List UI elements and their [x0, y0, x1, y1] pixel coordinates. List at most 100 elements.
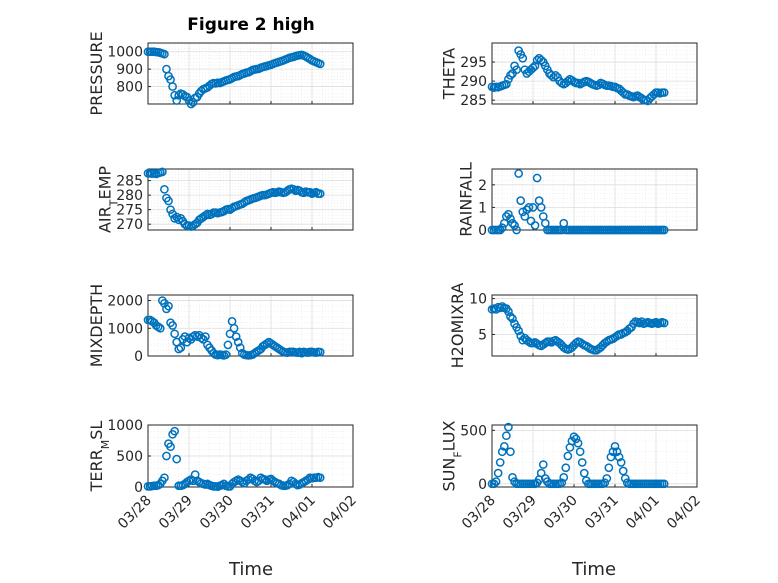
x-tick-label: 03/31 [582, 493, 622, 533]
data-point [315, 347, 325, 357]
y-axis-label: TERRMSL [87, 421, 112, 493]
y-tick-label: 1000 [107, 321, 143, 337]
y-tick-label: 280 [116, 188, 143, 204]
y-tick-label: 2 [478, 178, 487, 194]
data-point [170, 329, 179, 339]
data-point [311, 187, 321, 197]
data-point [504, 209, 513, 219]
data-point [201, 211, 210, 220]
data-point [579, 468, 589, 478]
data-point [164, 301, 173, 311]
data-point [516, 196, 526, 205]
data-point [594, 80, 603, 90]
y-axis-label: RAINFALL [457, 162, 476, 237]
data-point [600, 478, 610, 488]
data-point [506, 447, 515, 457]
data-point [174, 90, 184, 100]
data-point [219, 206, 229, 216]
data-point [518, 53, 528, 63]
subplot-terr-msl: 03/28 03/29 03/30 03/31 04/01 04/02 0 500 1000TE… [87, 418, 360, 532]
data-point [166, 205, 175, 215]
data-point [231, 332, 241, 341]
data-point [538, 460, 548, 469]
y-tick-label: 1 [478, 200, 487, 216]
x-axis-label-right: Time [571, 559, 616, 580]
y-axis-label: MIXDEPTH [87, 284, 106, 367]
x-tick-label: 03/30 [541, 493, 581, 533]
data-point [196, 333, 206, 343]
data-point [659, 225, 669, 235]
data-point [559, 473, 569, 482]
data-point [573, 438, 583, 448]
data-point [528, 203, 538, 212]
data-point [651, 317, 661, 327]
data-point [637, 317, 647, 326]
data-point [209, 348, 218, 358]
x-tick-label: 03/29 [500, 493, 540, 533]
y-tick-label: 0 [478, 477, 487, 493]
data-point [536, 55, 546, 65]
data-point [514, 169, 524, 178]
y-tick-label: 10 [469, 292, 487, 308]
data-point [155, 323, 165, 333]
data-point [235, 343, 245, 353]
data-point [495, 458, 505, 467]
data-point [514, 326, 524, 336]
data-point [528, 63, 538, 73]
y-tick-label: 2000 [107, 294, 143, 310]
y-tick-label: 1000 [107, 45, 143, 61]
data-point [289, 184, 298, 194]
data-point [493, 468, 503, 478]
data-point [659, 88, 669, 97]
data-point [164, 196, 173, 206]
x-axis-label-left: Time [228, 559, 273, 580]
data-point [495, 303, 505, 313]
y-tick-label: 290 [460, 74, 487, 90]
data-point [172, 454, 182, 464]
data-point [512, 65, 521, 75]
y-tick-label: 0 [478, 223, 487, 239]
x-tick-label: 03/28 [115, 493, 155, 533]
data-point [160, 49, 169, 59]
data-point [571, 434, 581, 444]
data-point [295, 186, 305, 196]
data-point [170, 426, 179, 436]
x-tick-label: 03/31 [238, 493, 278, 533]
axes-frame [491, 42, 698, 105]
data-point [549, 72, 558, 82]
data-point [502, 431, 511, 441]
data-point [518, 335, 528, 345]
data-point [602, 474, 612, 483]
x-tick-label: 03/28 [459, 493, 499, 533]
x-tick-label: 03/30 [197, 493, 237, 533]
y-tick-label: 0 [134, 349, 143, 365]
data-point [577, 458, 587, 467]
data-point [168, 321, 177, 330]
y-tick-label: 1000 [107, 418, 143, 434]
data-point [233, 337, 243, 347]
data-point [153, 322, 163, 332]
data-point [524, 337, 534, 346]
data-point [561, 463, 571, 473]
data-point [315, 473, 325, 483]
data-point [659, 479, 669, 489]
y-tick-label: 275 [116, 203, 143, 219]
data-point [540, 338, 550, 348]
y-tick-label: 5 [478, 327, 487, 343]
data-point [283, 186, 292, 196]
data-point [174, 215, 184, 225]
data-point [604, 463, 614, 473]
axes-frame [147, 424, 354, 488]
data-point [524, 203, 534, 212]
data-point [262, 339, 272, 348]
y-tick-label: 270 [116, 217, 143, 233]
data-point [188, 97, 198, 107]
data-point [162, 451, 171, 461]
data-point [530, 221, 540, 230]
data-point [620, 474, 630, 483]
data-point [297, 348, 307, 358]
y-tick-label: 285 [460, 93, 487, 109]
data-point [160, 473, 169, 483]
